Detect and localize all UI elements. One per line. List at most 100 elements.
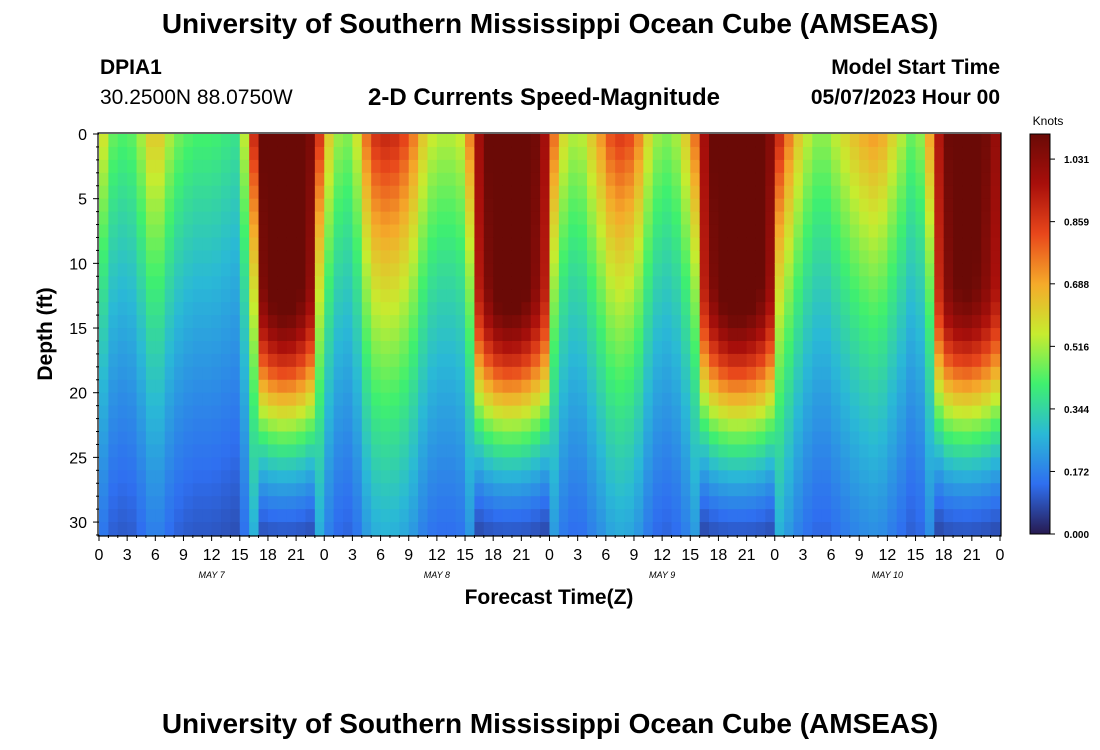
heatmap-cell [399,483,410,497]
heatmap-cell [896,134,907,148]
heatmap-cell [971,444,982,458]
heatmap-cell [380,340,391,355]
heatmap-cell [418,328,429,342]
heatmap-cell [361,185,372,200]
heatmap-cell [896,418,907,433]
heatmap-cell [117,405,128,420]
heatmap-cell [662,483,673,497]
heatmap-cell [267,263,278,277]
heatmap-cell [493,353,504,368]
heatmap-cell [549,289,560,303]
heatmap-cell [802,522,813,536]
heatmap-cell [568,470,579,484]
heatmap-cell [709,276,720,290]
heatmap-cell [868,159,879,174]
heatmap-cell [587,159,598,174]
heatmap-cell [408,134,419,148]
heatmap-cell [793,263,804,277]
heatmap-cell [305,198,316,213]
heatmap-cell [164,522,175,536]
heatmap-cell [211,302,222,316]
heatmap-cell [483,418,494,433]
heatmap-cell [127,392,138,407]
heatmap-cell [446,172,457,187]
heatmap-cell [906,457,917,471]
heatmap-cell [502,470,513,484]
heatmap-cell [221,496,231,510]
heatmap-cell [615,444,626,458]
heatmap-cell [915,134,926,148]
heatmap-cell [633,392,644,407]
heatmap-cell [483,496,494,510]
heatmap-cell [455,483,466,497]
heatmap-cell [680,457,691,471]
heatmap-cell [568,405,579,420]
heatmap-cell [155,509,166,523]
heatmap-cell [643,379,654,394]
heatmap-cell [361,522,372,536]
heatmap-cell [577,496,588,510]
heatmap-cell [699,522,710,536]
heatmap-cell [924,444,935,458]
heatmap-cell [924,185,935,200]
heatmap-cell [680,392,691,407]
heatmap-cell [333,237,344,252]
heatmap-cell [755,392,766,407]
heatmap-cell [643,353,654,368]
heatmap-cell [296,134,307,148]
heatmap-cell [690,211,701,226]
heatmap-cell [812,185,823,200]
heatmap-cell [981,172,992,187]
heatmap-cell [643,340,654,355]
heatmap-cell [943,379,954,394]
heatmap-cell [230,470,241,484]
heatmap-cell [155,444,166,458]
heatmap-cell [577,509,588,523]
heatmap-cell [624,328,635,342]
heatmap-cell [615,276,626,290]
heatmap-cell [333,431,344,446]
heatmap-cell [596,522,607,536]
heatmap-cell [202,366,213,381]
heatmap-cell [117,418,128,433]
heatmap-cell [174,250,185,264]
heatmap-cell [136,379,147,394]
heatmap-cell [840,198,851,213]
heatmap-cell [314,250,325,264]
heatmap-cell [127,509,138,523]
heatmap-cell [605,159,616,174]
heatmap-cell [877,185,888,200]
heatmap-cell [596,185,607,200]
heatmap-cell [906,470,917,484]
heatmap-cell [361,392,372,407]
heatmap-cell [934,366,945,381]
heatmap-cell [540,353,551,368]
heatmap-cell [258,418,269,433]
heatmap-cell [286,276,297,290]
heatmap-cell [549,146,560,161]
heatmap-cell [324,185,335,200]
heatmap-cell [455,250,466,264]
heatmap-cell [314,185,325,200]
heatmap-cell [962,224,973,239]
heatmap-cell [652,483,663,497]
heatmap-cell [558,353,569,368]
heatmap-cell [192,379,203,394]
heatmap-cell [296,172,307,187]
heatmap-cell [465,353,476,368]
heatmap-cell [427,418,438,433]
heatmap-cell [868,315,879,329]
heatmap-cell [239,392,250,407]
heatmap-cell [887,185,898,200]
heatmap-cell [868,483,879,497]
heatmap-cell [549,353,560,368]
heatmap-cell [221,340,231,355]
heatmap-cell [802,457,813,471]
heatmap-cell [230,405,241,420]
heatmap-cell [671,146,682,161]
heatmap-cell [127,224,138,239]
date-label: MAY 8 [424,570,450,580]
heatmap-cell [296,457,307,471]
heatmap-cell [953,470,964,484]
heatmap-cell [587,224,598,239]
